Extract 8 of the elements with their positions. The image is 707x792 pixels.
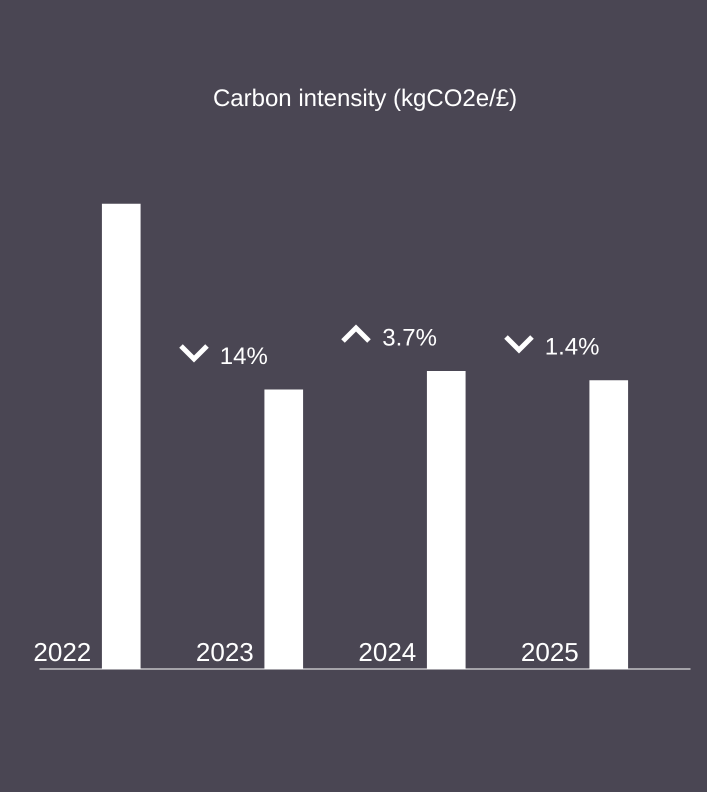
annotation: 3.7% [382, 324, 437, 352]
x-tick-label: 2024 [358, 637, 416, 668]
chart-title: Carbon intensity (kgCO2e/£) [212, 85, 518, 112]
x-tick-label: 2023 [196, 637, 254, 668]
x-tick-label: 2025 [520, 637, 579, 668]
annotation: 1.4% [544, 334, 600, 361]
annotation: 14% [220, 342, 268, 370]
x-tick-label: 2022 [33, 637, 92, 668]
